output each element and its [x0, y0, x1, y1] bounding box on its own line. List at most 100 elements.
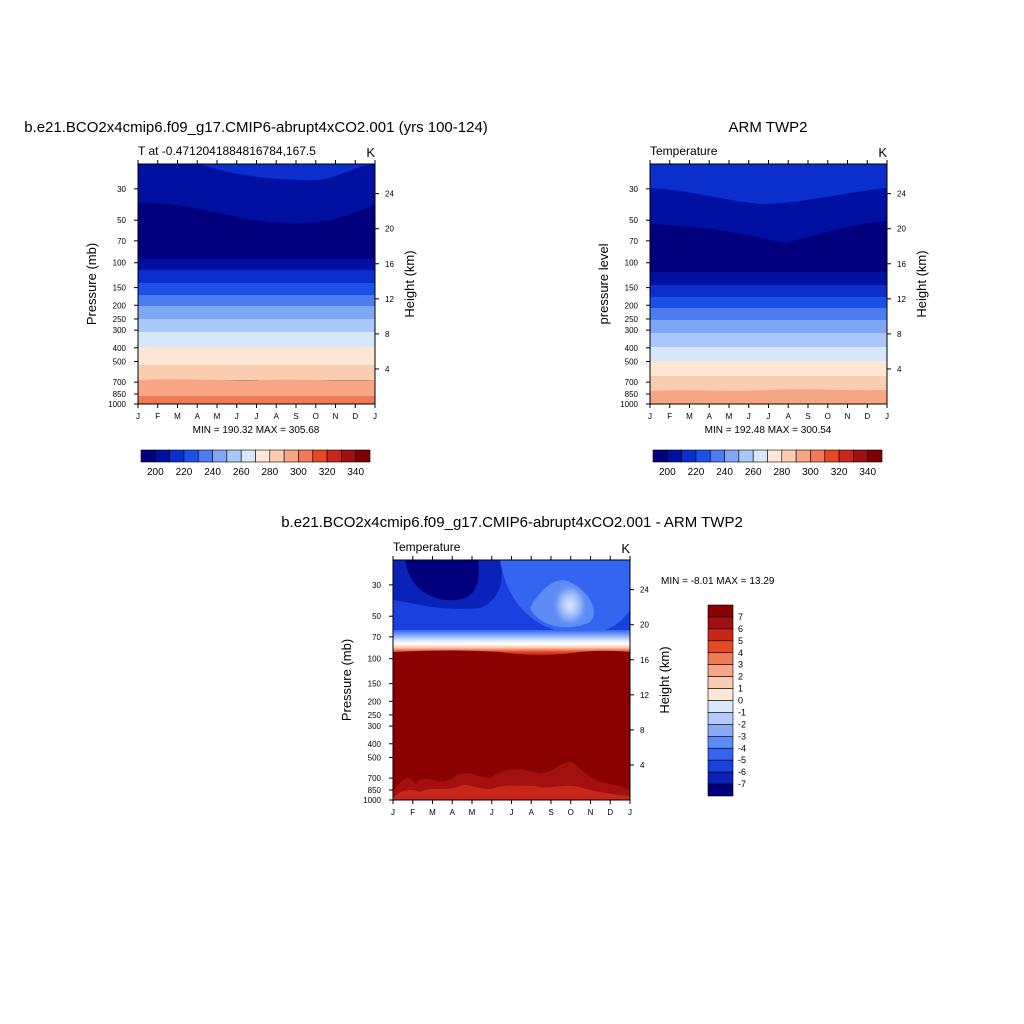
- panel-3-ylabel-right: Height (km): [657, 646, 672, 713]
- panel-1-ylabel-right: Height (km): [402, 250, 417, 317]
- colorbar-label: 4: [738, 648, 743, 658]
- colorbar-swatch: [707, 688, 734, 701]
- y-tick-label: 250: [113, 315, 127, 324]
- y-tick-label: 30: [629, 185, 638, 194]
- panel-1-right-axis: 24 20 16 12 8 4: [375, 190, 394, 374]
- y-tick-label: 400: [368, 740, 382, 749]
- colorbar-swatch: [795, 449, 811, 463]
- right-tick-label: 8: [385, 330, 390, 339]
- y-tick-label: 70: [117, 237, 126, 246]
- y-tick-label: 850: [113, 390, 127, 399]
- y-tick-label: 200: [625, 301, 639, 310]
- y-tick-label: 400: [113, 344, 127, 353]
- panel-2-subtitle-right: K: [878, 145, 887, 160]
- y-tick-label: 30: [372, 581, 381, 590]
- right-tick-label: 16: [385, 260, 394, 269]
- x-tick-label: A: [786, 412, 792, 421]
- panel-1-band: [138, 164, 375, 181]
- colorbar-swatch: [298, 449, 314, 463]
- colorbar-label: 220: [176, 467, 193, 478]
- y-tick-label: 500: [625, 357, 639, 366]
- y-tick-label: 300: [368, 722, 382, 731]
- colorbar-swatch: [709, 449, 725, 463]
- panel-1-band: [138, 347, 375, 366]
- colorbar-swatch: [326, 449, 342, 463]
- x-tick-label: N: [845, 412, 851, 421]
- panel-1-band: [138, 202, 375, 259]
- right-tick-label: 20: [385, 225, 394, 234]
- y-tick-label: 250: [368, 711, 382, 720]
- x-tick-label: O: [825, 412, 831, 421]
- panel-1-subtitle-right: K: [366, 145, 375, 160]
- colorbar-label: 0: [738, 696, 743, 706]
- panel-1-band: [138, 396, 375, 404]
- x-tick-label: J: [767, 412, 771, 421]
- x-tick-label: O: [568, 808, 574, 817]
- right-tick-label: 24: [640, 586, 649, 595]
- colorbar-label: 260: [233, 467, 250, 478]
- y-tick-label: 70: [629, 237, 638, 246]
- colorbar-label: -1: [738, 707, 746, 717]
- panel-3-right-axis: 24 20 16 12 8 4: [630, 586, 649, 770]
- x-tick-label: D: [352, 412, 358, 421]
- colorbar-swatch: [752, 449, 768, 463]
- colorbar-swatch: [255, 449, 271, 463]
- x-tick-label: J: [628, 808, 632, 817]
- colorbar-swatch: [155, 449, 170, 463]
- right-tick-label: 8: [640, 726, 645, 735]
- colorbar-swatch: [707, 712, 734, 725]
- colorbar-label: 340: [859, 467, 876, 478]
- x-tick-label: J: [136, 412, 140, 421]
- panel-2-band: [650, 361, 887, 377]
- right-tick-label: 12: [385, 295, 394, 304]
- right-tick-label: 4: [897, 365, 902, 374]
- colorbar-swatch: [341, 449, 356, 463]
- colorbar-label: -7: [738, 779, 746, 789]
- panel-3-ylabel: Pressure (mb): [339, 639, 354, 721]
- y-tick-label: 1000: [620, 400, 638, 409]
- x-tick-label: M: [174, 412, 181, 421]
- colorbar-label: 2: [738, 672, 743, 682]
- panel-3-region: [393, 785, 630, 800]
- y-tick-label: 150: [625, 284, 639, 293]
- x-tick-label: F: [667, 412, 672, 421]
- right-tick-label: 16: [897, 260, 906, 269]
- colorbar-swatch: [707, 664, 734, 677]
- panel-2-ylabel-right: Height (km): [914, 250, 929, 317]
- y-tick-label: 30: [117, 185, 126, 194]
- colorbar-label: -6: [738, 767, 746, 777]
- panel-1-band: [138, 365, 375, 380]
- panel-1-band: [138, 379, 375, 397]
- x-tick-label: J: [885, 412, 889, 421]
- y-tick-label: 70: [372, 633, 381, 642]
- colorbar-swatch: [838, 449, 854, 463]
- right-tick-label: 16: [640, 656, 649, 665]
- colorbar-swatch: [707, 783, 734, 797]
- x-tick-label: M: [686, 412, 693, 421]
- panel-3-minmax: MIN = -8.01 MAX = 13.29: [661, 576, 775, 587]
- colorbar-label: 280: [261, 467, 278, 478]
- x-tick-label: M: [429, 808, 436, 817]
- x-tick-label: J: [255, 412, 259, 421]
- colorbar-swatch: [240, 449, 256, 463]
- colorbar-label: 300: [290, 467, 307, 478]
- panel-2-plot-area: [650, 164, 887, 404]
- panel-2-title: ARM TWP2: [729, 119, 808, 136]
- x-tick-label: S: [293, 412, 298, 421]
- colorbar-swatch: [226, 449, 242, 463]
- colorbar-label: 200: [659, 467, 676, 478]
- x-tick-label: A: [195, 412, 201, 421]
- colorbar-label: 300: [802, 467, 819, 478]
- x-tick-label: O: [313, 412, 319, 421]
- x-tick-label: F: [155, 412, 160, 421]
- y-tick-label: 1000: [108, 400, 126, 409]
- y-tick-label: 200: [113, 301, 127, 310]
- x-tick-label: J: [235, 412, 239, 421]
- panel-1-band: [138, 270, 375, 284]
- x-tick-label: D: [607, 808, 613, 817]
- panel-1-band: [138, 332, 375, 348]
- panel-3-colorbar: 7 6 5 4 3 2 1 0-1 -2 -3 -4 -5 -6 -7: [707, 604, 746, 797]
- panel-1-band: [138, 283, 375, 296]
- colorbar-swatch: [183, 449, 199, 463]
